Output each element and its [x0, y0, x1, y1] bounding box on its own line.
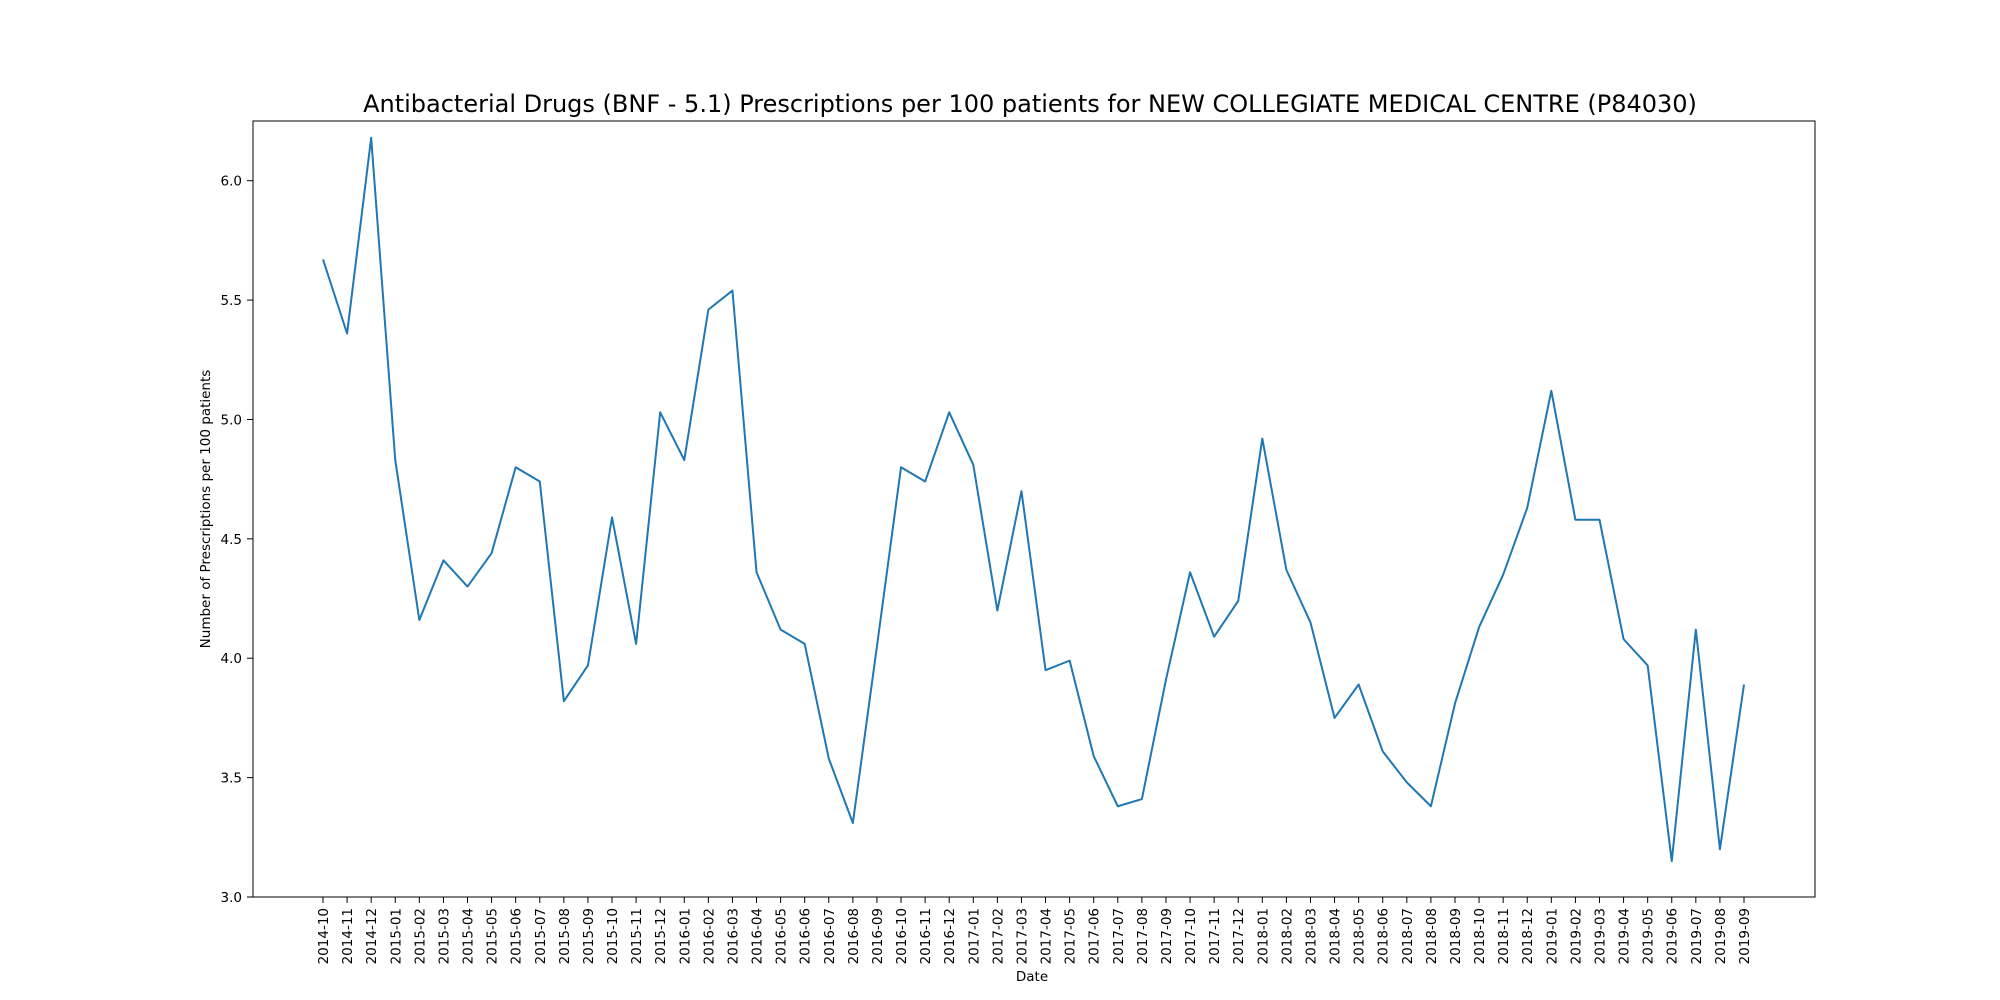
- y-tick-label: 3.5: [221, 771, 242, 787]
- y-axis: 3.0 3.5 4.0 4.5 5.0 5.5 6.0: [221, 174, 253, 906]
- x-tick-label: 2015-11: [629, 908, 645, 964]
- x-tick-label: 2016-09: [870, 908, 886, 964]
- y-tick-label: 6.0: [221, 174, 242, 190]
- x-tick-label: 2015-02: [412, 908, 428, 964]
- x-tick-label: 2016-03: [725, 908, 741, 964]
- x-tick-label: 2016-01: [677, 908, 693, 964]
- x-tick-label: 2016-11: [918, 908, 934, 964]
- y-tick-label: 5.0: [221, 412, 242, 428]
- x-tick-label: 2016-02: [701, 908, 717, 964]
- x-tick-label: 2016-04: [750, 908, 766, 964]
- x-tick-label: 2018-02: [1279, 908, 1295, 964]
- x-tick-label: 2015-10: [605, 908, 621, 964]
- x-tick-label: 2016-08: [846, 908, 862, 964]
- x-tick-label: 2014-10: [316, 908, 332, 964]
- x-tick-label: 2018-01: [1255, 908, 1271, 964]
- x-tick-label: 2018-09: [1448, 908, 1464, 964]
- x-tick-label: 2018-05: [1352, 908, 1368, 964]
- chart-title: Antibacterial Drugs (BNF - 5.1) Prescrip…: [363, 90, 1697, 118]
- x-tick-label: 2017-12: [1231, 908, 1247, 964]
- x-tick-label: 2019-08: [1713, 908, 1729, 964]
- x-tick-label: 2018-10: [1472, 908, 1488, 964]
- x-tick-label: 2018-11: [1496, 908, 1512, 964]
- x-tick-label: 2014-12: [364, 908, 380, 964]
- y-tick-label: 4.5: [221, 532, 242, 548]
- x-tick-label: 2016-05: [774, 908, 790, 964]
- x-axis: 2014-10 2014-11 2014-12 2015-01 2015-02 2015-…: [316, 897, 1753, 964]
- x-tick-label: 2015-01: [388, 908, 404, 964]
- x-tick-label: 2014-11: [340, 908, 356, 964]
- plot-area-frame: [252, 120, 1816, 898]
- x-tick-label: 2018-03: [1303, 908, 1319, 964]
- x-axis-label: Date: [1016, 969, 1048, 985]
- y-tick-label: 4.0: [221, 651, 242, 667]
- x-tick-label: 2019-01: [1544, 908, 1560, 964]
- x-tick-label: 2019-07: [1689, 908, 1705, 964]
- x-tick-label: 2018-12: [1520, 908, 1536, 964]
- x-tick-label: 2019-05: [1641, 908, 1657, 964]
- x-tick-label: 2019-03: [1592, 908, 1608, 964]
- x-tick-label: 2016-07: [822, 908, 838, 964]
- x-tick-label: 2018-08: [1424, 908, 1440, 964]
- x-tick-label: 2017-02: [990, 908, 1006, 964]
- x-tick-label: 2017-10: [1183, 908, 1199, 964]
- x-tick-label: 2015-07: [533, 908, 549, 964]
- y-axis-label: Number of Prescriptions per 100 patients: [198, 370, 214, 649]
- x-tick-label: 2018-04: [1328, 908, 1344, 964]
- x-tick-label: 2016-12: [942, 908, 958, 964]
- y-tick-label: 3.0: [221, 890, 242, 906]
- x-tick-label: 2015-08: [557, 908, 573, 964]
- x-tick-label: 2019-04: [1617, 908, 1633, 964]
- x-tick-label: 2015-09: [581, 908, 597, 964]
- x-tick-label: 2015-03: [436, 908, 452, 964]
- x-tick-label: 2018-06: [1376, 908, 1392, 964]
- x-tick-label: 2017-07: [1111, 908, 1127, 964]
- y-tick-label: 5.5: [221, 293, 242, 309]
- x-tick-label: 2017-04: [1039, 908, 1055, 964]
- x-tick-label: 2016-10: [894, 908, 910, 964]
- x-tick-label: 2019-09: [1737, 908, 1753, 964]
- x-tick-label: 2017-09: [1159, 908, 1175, 964]
- x-tick-label: 2016-06: [798, 908, 814, 964]
- series-line: [322, 136, 1745, 863]
- x-tick-label: 2019-02: [1568, 908, 1584, 964]
- x-tick-label: 2015-04: [461, 908, 477, 964]
- x-tick-label: 2015-12: [653, 908, 669, 964]
- x-tick-label: 2015-05: [485, 908, 501, 964]
- x-tick-label: 2019-06: [1665, 908, 1681, 964]
- x-tick-label: 2017-03: [1014, 908, 1030, 964]
- x-tick-label: 2017-11: [1207, 908, 1223, 964]
- x-tick-label: 2017-08: [1135, 908, 1151, 964]
- x-tick-label: 2018-07: [1400, 908, 1416, 964]
- x-tick-label: 2017-05: [1063, 908, 1079, 964]
- x-tick-label: 2017-01: [966, 908, 982, 964]
- x-tick-label: 2015-06: [509, 908, 525, 964]
- x-tick-label: 2017-06: [1087, 908, 1103, 964]
